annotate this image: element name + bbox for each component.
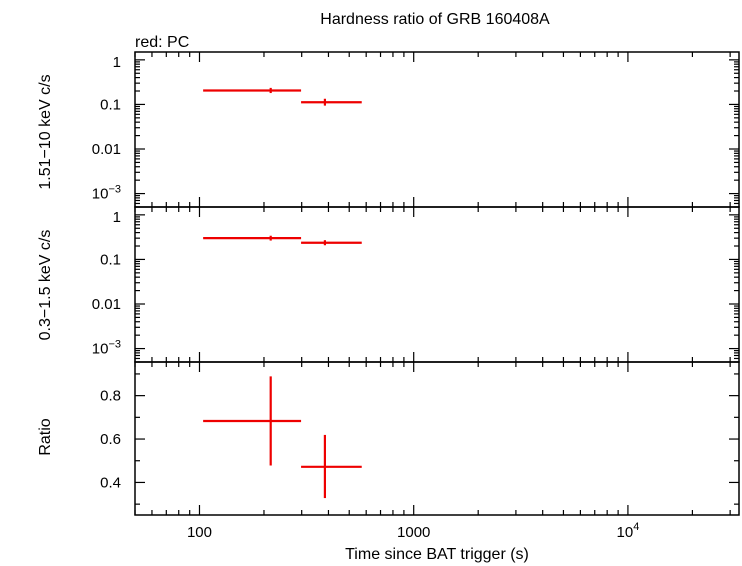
y-tick-label: 0.6: [100, 431, 121, 448]
y-axis-label-ratio: Ratio: [37, 418, 54, 455]
data-point: [301, 98, 362, 106]
y-axis-label-hard: 1.51−10 keV c/s: [37, 74, 54, 189]
panel-frame: [134, 51, 740, 208]
y-tick-label: 10−3: [92, 339, 121, 358]
data-point: [203, 87, 302, 94]
y-tick-label: 0.01: [92, 296, 121, 313]
y-tick-label: 1: [113, 209, 121, 226]
panel-soft: 1 0.1 0.01 10−3 0.3−1.5 keV c/s: [37, 206, 740, 363]
data-point: [301, 434, 362, 499]
x-tick-label: 1000: [397, 524, 430, 541]
y-tick-label: 0.01: [92, 141, 121, 158]
y-tick-label: 0.8: [100, 388, 121, 405]
x-tick-label: 100: [187, 524, 212, 541]
y-tick-label: 0.4: [100, 474, 121, 491]
y-tick-label: 1: [113, 54, 121, 71]
panel-ratio: 0.4 0.6 0.8 Ratio: [37, 361, 740, 516]
panels: 1 0.1 0.01 10−3 1.51−10 keV c/s 1 0.1 0.01 10−3 0…: [37, 51, 740, 541]
legend-note: red: PC: [135, 34, 189, 51]
y-axis-label-soft: 0.3−1.5 keV c/s: [37, 230, 54, 341]
panel-frame: [134, 206, 740, 363]
chart-title: Hardness ratio of GRB 160408A: [320, 11, 550, 28]
data-point: [301, 240, 362, 246]
data-point: [203, 235, 302, 241]
panel-hard: 1 0.1 0.01 10−3 1.51−10 keV c/s: [37, 51, 740, 208]
y-tick-label: 10−3: [92, 184, 121, 203]
x-axis-label: Time since BAT trigger (s): [345, 546, 529, 563]
x-tick-label: 104: [617, 521, 640, 541]
y-tick-label: 0.1: [100, 251, 121, 268]
panel-frame: [134, 361, 740, 516]
y-tick-label: 0.1: [100, 96, 121, 113]
data-point: [203, 376, 302, 466]
